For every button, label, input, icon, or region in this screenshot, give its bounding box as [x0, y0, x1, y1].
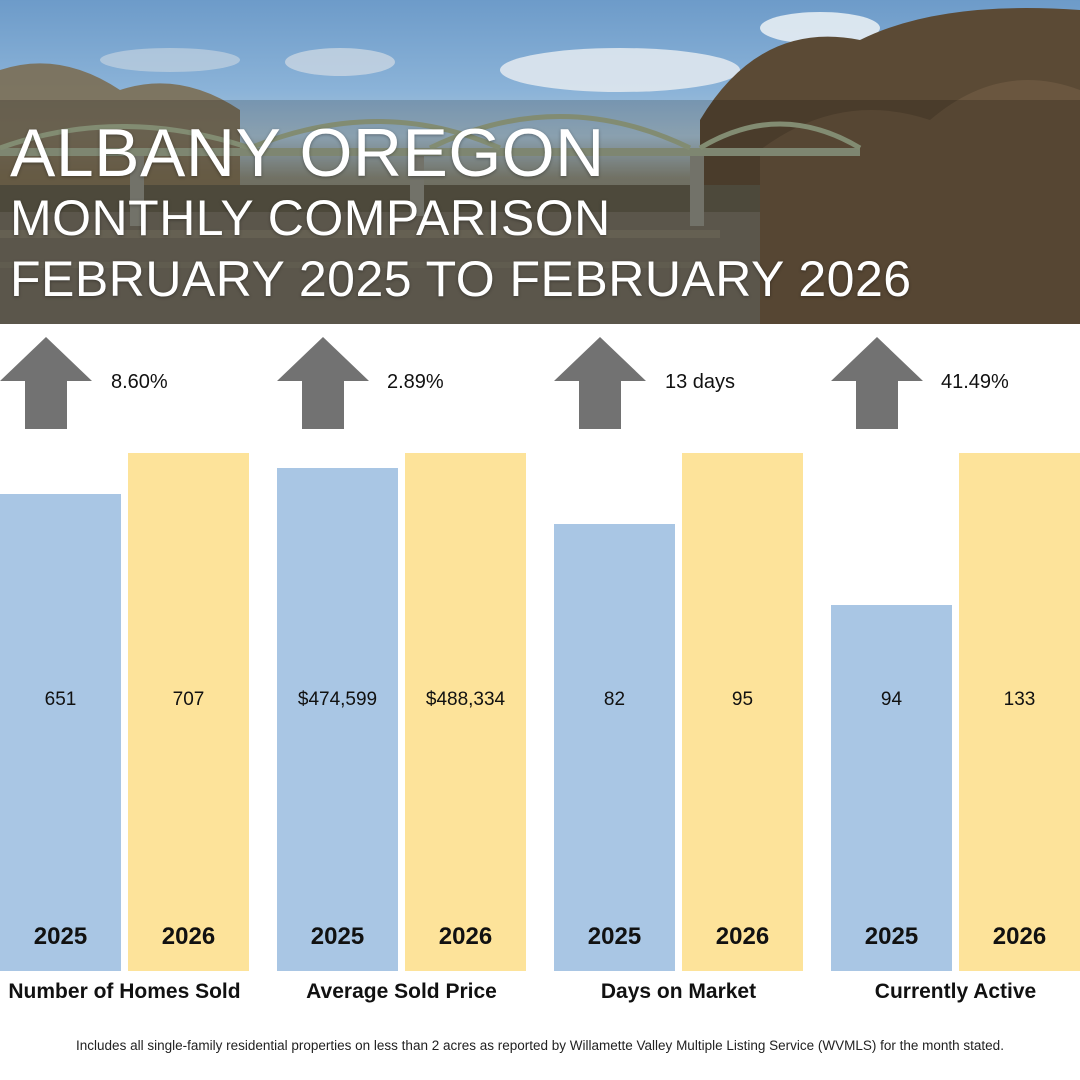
bar-value-label: 133 — [1003, 689, 1036, 710]
comparison-period: FEBRUARY 2025 TO FEBRUARY 2026 — [10, 251, 912, 307]
change-homes-sold: 8.60% — [111, 371, 168, 393]
bar-year-label: 2025 — [864, 923, 919, 950]
bar-year-label: 2025 — [587, 923, 642, 950]
up-arrow-icon — [831, 337, 923, 429]
footnote: Includes all single-family residential p… — [76, 1038, 1004, 1053]
change-days-on-market: 13 days — [665, 371, 736, 393]
bar-year-label: 2026 — [161, 923, 216, 950]
bar-currently-active-2026 — [959, 453, 1080, 971]
bar-currently-active-2025 — [831, 605, 952, 971]
bar-year-label: 2025 — [310, 923, 365, 950]
bar-homes-sold-2025 — [0, 494, 121, 971]
bar-value-label: 707 — [172, 689, 205, 710]
change-currently-active: 41.49% — [941, 371, 1009, 393]
bar-value-label: 82 — [603, 689, 626, 710]
page-title: ALBANY OREGON — [10, 115, 605, 191]
bar-average-price-2026 — [405, 453, 526, 971]
bar-value-label: 95 — [731, 689, 754, 710]
bar-value-label: $474,599 — [297, 689, 378, 710]
change-average-price: 2.89% — [387, 371, 444, 393]
up-arrow-icon — [554, 337, 646, 429]
bar-value-label: 94 — [880, 689, 903, 710]
page-subtitle: MONTHLY COMPARISON — [10, 190, 611, 246]
bar-year-label: 2025 — [33, 923, 88, 950]
up-arrow-icon — [0, 337, 92, 429]
bar-days-on-market-2026 — [682, 453, 803, 971]
bar-homes-sold-2026 — [128, 453, 249, 971]
up-arrow-icon — [277, 337, 369, 429]
bar-year-label: 2026 — [992, 923, 1047, 950]
metric-label-homes-sold: Number of Homes Sold — [8, 980, 241, 1003]
bar-year-label: 2026 — [438, 923, 493, 950]
bar-average-price-2025 — [277, 468, 398, 971]
bar-year-label: 2026 — [715, 923, 770, 950]
metric-label-days-on-market: Days on Market — [600, 980, 757, 1003]
header-photo: ALBANY OREGON MONTHLY COMPARISON FEBRUAR… — [0, 0, 1080, 324]
bar-days-on-market-2025 — [554, 524, 675, 971]
metric-label-currently-active: Currently Active — [874, 980, 1037, 1003]
bar-value-label: $488,334 — [425, 689, 506, 710]
river-bridge-scene — [0, 8, 1080, 324]
metric-label-average-price: Average Sold Price — [306, 980, 497, 1003]
bar-value-label: 651 — [44, 689, 77, 710]
